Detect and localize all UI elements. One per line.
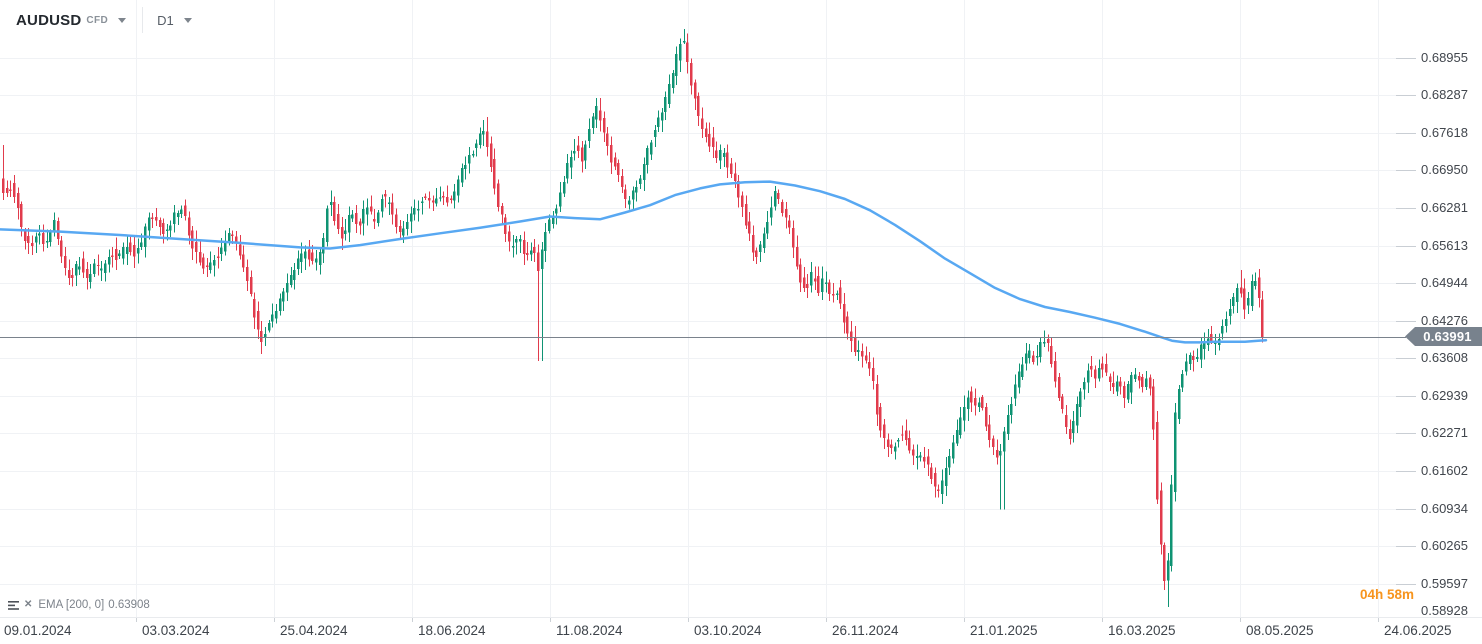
time-axis-tick	[412, 618, 413, 622]
price-axis-label: 0.64276	[1421, 313, 1468, 328]
current-price-value: 0.63991	[1423, 329, 1472, 344]
date-axis-label: 25.04.2024	[280, 623, 348, 638]
remove-indicator-icon[interactable]: ✕	[24, 599, 33, 610]
time-axis-tick	[826, 618, 827, 622]
date-axis-label: 18.06.2024	[418, 623, 486, 638]
price-axis-label: 0.62939	[1421, 388, 1468, 403]
price-axis-label: 0.59597	[1421, 576, 1468, 591]
time-axis-tick	[1102, 618, 1103, 622]
price-axis-label: 0.64944	[1421, 275, 1468, 290]
price-axis-label: 0.63608	[1421, 350, 1468, 365]
date-axis-label: 21.01.2025	[970, 623, 1038, 638]
time-axis-tick	[274, 618, 275, 622]
indicator-value: 0.63908	[108, 599, 150, 611]
price-axis-label: 0.65613	[1421, 238, 1468, 253]
price-scale[interactable]: 0.68955 0.68287 0.67618 0.66950 0.66281 0.656…	[0, 0, 1482, 618]
price-axis-label: 0.68287	[1421, 87, 1468, 102]
time-axis-tick	[136, 618, 137, 622]
chart-header: AUDUSD CFD D1	[16, 7, 192, 33]
timeframe-selector[interactable]: D1	[157, 12, 174, 28]
time-axis-tick	[1240, 618, 1241, 622]
price-axis-label: 0.60934	[1421, 501, 1468, 516]
time-axis-tick	[1378, 618, 1379, 622]
price-axis-label: 0.66950	[1421, 162, 1468, 177]
indicator-settings-icon[interactable]	[8, 600, 20, 611]
grid-lines	[0, 0, 1416, 617]
date-axis-label: 09.01.2024	[4, 623, 72, 638]
chevron-down-icon[interactable]	[118, 17, 127, 23]
date-axis-label: 03.03.2024	[142, 623, 210, 638]
price-axis-label: 0.60265	[1421, 538, 1468, 553]
date-axis-label: 26.11.2024	[832, 623, 899, 638]
indicator-label: EMA [200, 0] 0.63908	[38, 599, 150, 611]
countdown-minutes: 58m	[1386, 587, 1414, 602]
time-axis-tick	[688, 618, 689, 622]
date-axis-label: 03.10.2024	[694, 623, 762, 638]
time-scale[interactable]: 09.01.2024 03.03.2024 25.04.2024 18.06.2024…	[0, 617, 1482, 644]
current-price-tag: 0.63991	[1405, 327, 1482, 346]
header-divider	[142, 7, 144, 33]
date-axis-label: 08.05.2025	[1246, 623, 1314, 638]
date-axis-label: 16.03.2025	[1108, 623, 1176, 638]
countdown-hours: 04h	[1359, 587, 1384, 602]
ema-line	[0, 180, 1268, 344]
market-type-badge: CFD	[86, 14, 109, 26]
price-axis-label: 0.67618	[1421, 125, 1468, 140]
price-axis-label: 0.58928	[1421, 603, 1468, 618]
candle-countdown: 04h 58m	[1340, 587, 1414, 602]
time-axis-tick	[550, 618, 551, 622]
price-axis-label: 0.68955	[1421, 50, 1468, 65]
price-axis-label: 0.66281	[1421, 200, 1468, 215]
chevron-down-icon[interactable]	[183, 17, 192, 23]
candlesticks	[2, 29, 1264, 608]
date-axis-label: 11.08.2024	[556, 623, 623, 638]
price-axis-label: 0.61602	[1421, 463, 1468, 478]
time-axis-tick	[964, 618, 965, 622]
indicator-legend: ✕ EMA [200, 0] 0.63908	[8, 598, 150, 612]
current-price-line	[0, 337, 1406, 338]
overlays	[0, 180, 1406, 344]
date-axis-label: 24.06.2025	[1384, 623, 1452, 638]
symbol-name[interactable]: AUDUSD	[16, 11, 82, 29]
candlestick-chart[interactable]	[0, 0, 1482, 618]
price-axis-label: 0.62271	[1421, 425, 1468, 440]
